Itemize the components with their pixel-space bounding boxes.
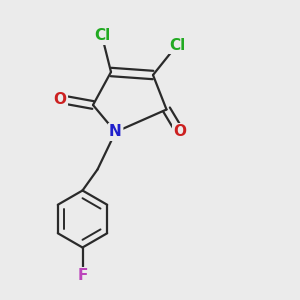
Text: O: O [53, 92, 67, 106]
Text: F: F [77, 268, 88, 284]
Text: N: N [109, 124, 122, 140]
Text: O: O [173, 124, 187, 140]
Text: Cl: Cl [94, 28, 110, 44]
Text: Cl: Cl [169, 38, 185, 52]
